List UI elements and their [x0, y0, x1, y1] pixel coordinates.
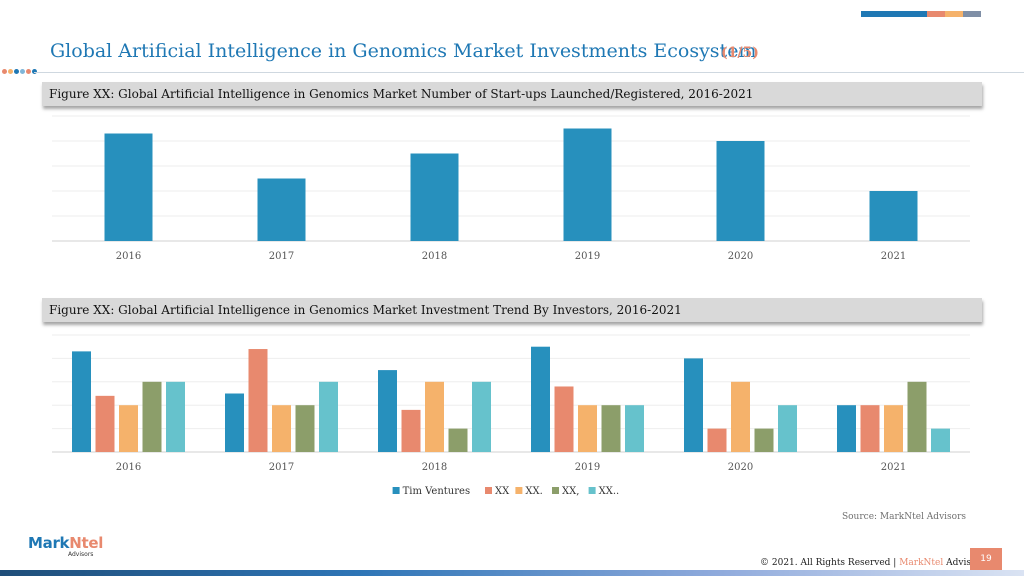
chart2-bar: [931, 428, 950, 452]
chart2-bar: [684, 358, 703, 452]
chart2-bar: [578, 405, 597, 452]
accent-bar: [963, 11, 981, 17]
chart1-x-tick-label: 2016: [116, 251, 141, 262]
legend-swatch: [588, 487, 596, 494]
figure2-caption: Figure XX: Global Artificial Intelligenc…: [42, 298, 982, 322]
chart2-bar: [401, 409, 421, 452]
legend-swatch: [515, 487, 523, 494]
chart2-bar: [295, 405, 315, 452]
chart2-x-tick-label: 2021: [881, 462, 906, 473]
chart2-bar: [837, 405, 856, 452]
chart2-bar: [166, 381, 185, 452]
page-fraction: (1/5): [721, 45, 759, 61]
chart2-bar: [319, 381, 338, 452]
chart1-bar: [563, 128, 612, 241]
footer-copyright: © 2021. All Rights Reserved | MarkNtel A…: [760, 558, 985, 568]
legend-label: XX: [495, 486, 510, 497]
legend-swatch: [392, 487, 400, 494]
legend-label: XX,: [562, 486, 579, 497]
chart2-bar: [378, 370, 397, 452]
chart2-bar: [860, 405, 880, 452]
chart2-bar: [248, 349, 268, 452]
page-number: 19: [970, 548, 1002, 570]
chart2-bar: [778, 405, 797, 452]
chart2-bar: [272, 405, 291, 452]
chart2-bar: [448, 428, 468, 452]
source-note: Source: MarkNtel Advisors: [841, 512, 966, 522]
dot: [32, 69, 37, 74]
title-divider: [34, 72, 1024, 73]
chart2-x-tick-label: 2020: [728, 462, 753, 473]
accent-bar: [945, 11, 963, 17]
dot: [26, 69, 31, 74]
chart2-bar: [425, 381, 444, 452]
chart2-bar: [554, 386, 574, 452]
dot: [2, 69, 7, 74]
chart2-bar: [707, 428, 727, 452]
accent-bar: [927, 11, 945, 17]
logo-part1: Mark: [28, 534, 70, 552]
chart2-bar: [225, 393, 244, 452]
page-title: Global Artificial Intelligence in Genomi…: [50, 40, 757, 62]
chart2-bar: [119, 405, 138, 452]
header-accent-bars: [861, 11, 981, 17]
chart1-bar: [410, 153, 459, 241]
legend-swatch: [485, 487, 492, 494]
chart2-bar: [731, 381, 750, 452]
legend-label: XX.: [525, 486, 542, 497]
footer-suffix: Advisors: [943, 558, 986, 568]
chart2-bar: [754, 428, 774, 452]
chart1-x-tick-label: 2021: [881, 251, 906, 262]
chart2-x-tick-label: 2019: [575, 462, 600, 473]
figure1-caption: Figure XX: Global Artificial Intelligenc…: [42, 82, 982, 106]
chart2-bar: [907, 381, 927, 452]
accent-bar: [861, 11, 927, 17]
chart2-bar: [72, 351, 91, 452]
chart2-bar: [601, 405, 621, 452]
chart2-bar: [884, 405, 903, 452]
chart1-x-tick-label: 2020: [728, 251, 753, 262]
chart2-bar: [472, 381, 491, 452]
chart2-bar: [95, 395, 115, 452]
legend-swatch: [552, 487, 559, 494]
chart2-bar: [625, 405, 644, 452]
chart1-bar: [104, 133, 153, 241]
legend-label: XX..: [599, 486, 620, 497]
dot: [20, 69, 25, 74]
chart2-bar: [142, 381, 162, 452]
dot: [14, 69, 19, 74]
decorative-dots: [2, 69, 37, 74]
legend-label: Tim Ventures: [403, 486, 470, 497]
chart1-x-tick-label: 2019: [575, 251, 600, 262]
dot: [8, 69, 13, 74]
chart2-x-tick-label: 2016: [116, 462, 141, 473]
chart1-bar: [716, 141, 765, 241]
chart1-bar: [869, 191, 918, 241]
chart1-x-tick-label: 2017: [269, 251, 294, 262]
chart1-x-tick-label: 2018: [422, 251, 447, 262]
chart1-bar: [257, 178, 306, 241]
footer-gradient-bar: [0, 570, 1024, 576]
chart2-x-tick-label: 2018: [422, 462, 447, 473]
copyright-text: © 2021. All Rights Reserved |: [760, 558, 900, 568]
footer-brand: MarkNtel: [899, 558, 944, 568]
chart2-x-tick-label: 2017: [269, 462, 294, 473]
company-logo: MarkNtel Advisors: [28, 536, 103, 559]
chart2-bar: [531, 346, 550, 452]
logo-wordmark: MarkNtel: [28, 536, 103, 551]
logo-subtext: Advisors: [68, 551, 94, 558]
logo-part2: Ntel: [69, 534, 104, 552]
